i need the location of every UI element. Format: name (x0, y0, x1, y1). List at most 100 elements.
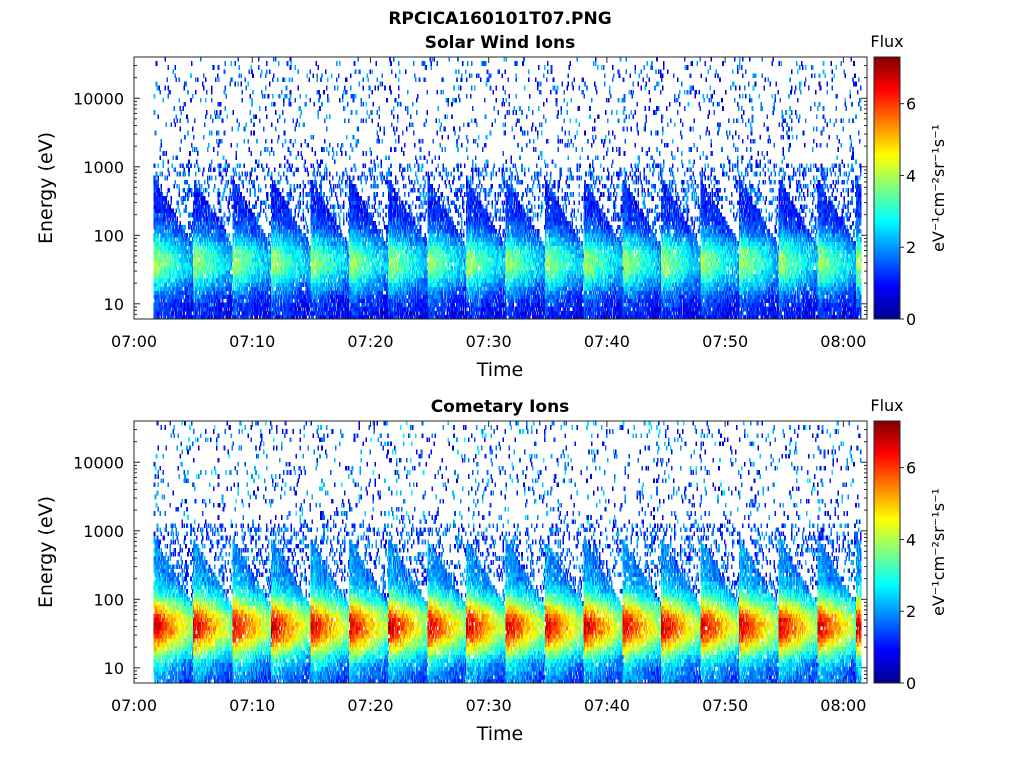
heatmap-cell (211, 249, 214, 255)
heatmap-cell (204, 257, 207, 263)
heatmap-cell (258, 278, 260, 283)
heatmap-cell (182, 200, 184, 205)
heatmap-cell (324, 241, 326, 246)
heatmap-cell (293, 265, 296, 271)
heatmap-cell (153, 163, 156, 169)
heatmap-cell (244, 261, 246, 267)
heatmap-cell (327, 224, 329, 230)
heatmap-cell (176, 314, 178, 319)
heatmap-cell (210, 310, 213, 316)
heatmap-cell (303, 237, 306, 242)
heatmap-cell (304, 257, 306, 263)
heatmap-cell (271, 220, 274, 226)
heatmap-cell (188, 253, 190, 259)
heatmap-cell (197, 286, 199, 291)
heatmap-cell (196, 200, 198, 205)
heatmap-cell (178, 171, 180, 177)
heatmap-cell (290, 241, 293, 246)
heatmap-cell (246, 282, 248, 287)
heatmap-cell (323, 220, 325, 226)
heatmap-cell (166, 233, 169, 238)
heatmap-cell (330, 257, 332, 263)
heatmap-cell (283, 237, 286, 242)
heatmap-cell (227, 245, 230, 250)
heatmap-cell (154, 212, 157, 218)
heatmap-cell (165, 306, 168, 312)
heatmap-cell (167, 220, 170, 226)
heatmap-cell (201, 310, 203, 316)
heatmap-cell (221, 302, 224, 308)
heatmap-cell (286, 278, 289, 283)
heatmap-cell (190, 269, 192, 275)
heatmap-cell (259, 245, 261, 250)
heatmap-cell (316, 200, 318, 205)
heatmap-cell (331, 306, 333, 312)
heatmap-cell (211, 298, 214, 304)
heatmap-cell (256, 294, 258, 300)
heatmap-cell (220, 278, 223, 283)
heatmap-cell (253, 241, 255, 246)
heatmap-cell (187, 188, 189, 193)
heatmap-cell (153, 188, 156, 193)
heatmap-cell (238, 286, 240, 291)
heatmap-cell (198, 220, 200, 226)
heatmap-cell (233, 269, 236, 275)
heatmap-cell (302, 257, 305, 263)
heatmap-cell (239, 241, 241, 246)
heatmap-cell (154, 175, 157, 181)
heatmap-cell (243, 228, 245, 234)
heatmap-cell (276, 192, 279, 197)
heatmap-cell (174, 302, 176, 308)
heatmap-cell (286, 159, 289, 164)
heatmap-cell (204, 228, 207, 234)
heatmap-cell (236, 282, 239, 287)
heatmap-cell (227, 216, 230, 222)
heatmap-cell (206, 253, 209, 259)
heatmap-cell (236, 306, 239, 312)
heatmap-cell (312, 171, 314, 177)
heatmap-cell (253, 228, 255, 234)
heatmap-cell (289, 89, 292, 95)
heatmap-cell (242, 314, 244, 319)
heatmap-cell (299, 233, 302, 238)
heatmap-cell (228, 196, 231, 201)
heatmap-cell (308, 192, 310, 197)
heatmap-cell (311, 237, 313, 242)
heatmap-cell (232, 306, 235, 312)
heatmap-cell (169, 208, 172, 214)
heatmap-cell (285, 274, 288, 279)
heatmap-cell (276, 249, 279, 255)
heatmap-cell (316, 286, 318, 291)
heatmap-cell (209, 274, 212, 279)
heatmap-cell (298, 302, 301, 308)
heatmap-cell (183, 167, 185, 173)
heatmap-cell (213, 294, 216, 300)
heatmap-cell (195, 269, 197, 275)
heatmap-cell (244, 265, 246, 271)
heatmap-cell (220, 224, 223, 230)
heatmap-cell (255, 290, 257, 295)
heatmap-cell (156, 294, 159, 300)
heatmap-cell (239, 208, 241, 214)
heatmap-cell (179, 228, 181, 234)
heatmap-cell (206, 257, 209, 263)
heatmap-cell (180, 110, 182, 115)
heatmap-cell (158, 208, 161, 214)
heatmap-cell (280, 314, 283, 319)
heatmap-cell (270, 257, 273, 263)
heatmap-cell (317, 237, 319, 242)
heatmap-cell (281, 265, 284, 271)
heatmap-cell (247, 302, 249, 308)
heatmap-cell (242, 306, 244, 312)
heatmap-cell (293, 314, 296, 319)
heatmap-cell (233, 274, 236, 279)
heatmap-cell (295, 233, 298, 238)
heatmap-cell (227, 249, 230, 255)
heatmap-cell (210, 237, 213, 242)
heatmap-cell (155, 269, 158, 275)
heatmap-cell (269, 286, 271, 291)
heatmap-cell (330, 274, 332, 279)
heatmap-cell (185, 269, 187, 275)
heatmap-cell (320, 216, 322, 222)
heatmap-cell (179, 224, 181, 230)
